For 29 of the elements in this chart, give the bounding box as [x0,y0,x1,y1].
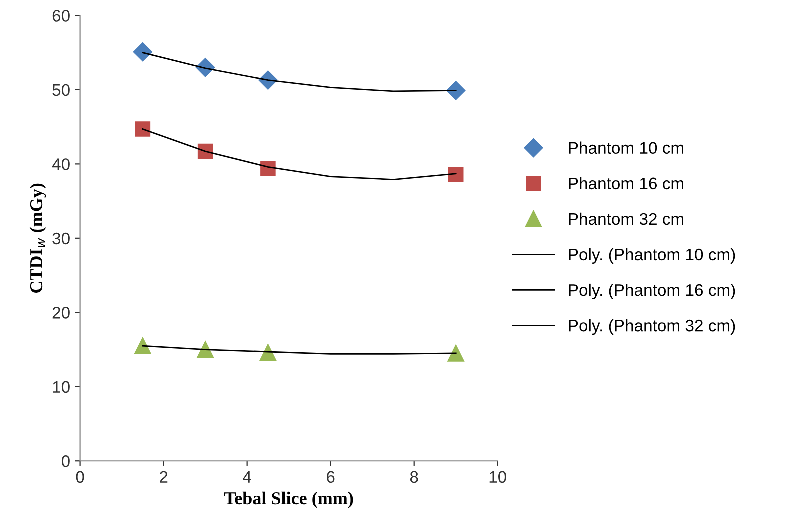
legend-label: Poly. (Phantom 16 cm) [569,284,736,300]
point [197,341,214,358]
point [446,81,466,100]
y-axis-title: CTDI$_{w}$ (mGy) [30,184,46,293]
x-axis-title: Tebal Slice (mm) [224,492,354,508]
y-tick-label: 20 [52,307,70,319]
x-tick-label: 2 [160,471,168,483]
legend-label: Poly. (Phantom 32 cm) [569,319,736,336]
point [133,42,152,62]
x-tick-label: 6 [327,471,335,484]
point [134,338,152,354]
x-tick-label: 0 [76,471,84,484]
point [448,166,464,182]
y-tick-label: 30 [52,232,70,245]
y-tick-label: 40 [52,158,70,170]
x-tick-label: 4 [243,471,252,483]
x-tick-label: 10 [490,471,506,484]
legend-label: Phantom 10 cm [569,142,684,154]
point [135,122,151,137]
legend-label: Poly. (Phantom 10 cm) [569,248,736,264]
x-tick-label: 8 [410,471,418,484]
y-tick-label: 60 [52,10,70,22]
point [260,344,277,362]
y-tick-label: 50 [52,84,70,96]
legend-label: Phantom 32 cm [569,212,684,226]
y-tick-label: 0 [62,456,70,468]
y-tick-label: 10 [53,381,70,394]
legend-label: Phantom 16 cm [569,177,684,190]
point [448,345,464,362]
